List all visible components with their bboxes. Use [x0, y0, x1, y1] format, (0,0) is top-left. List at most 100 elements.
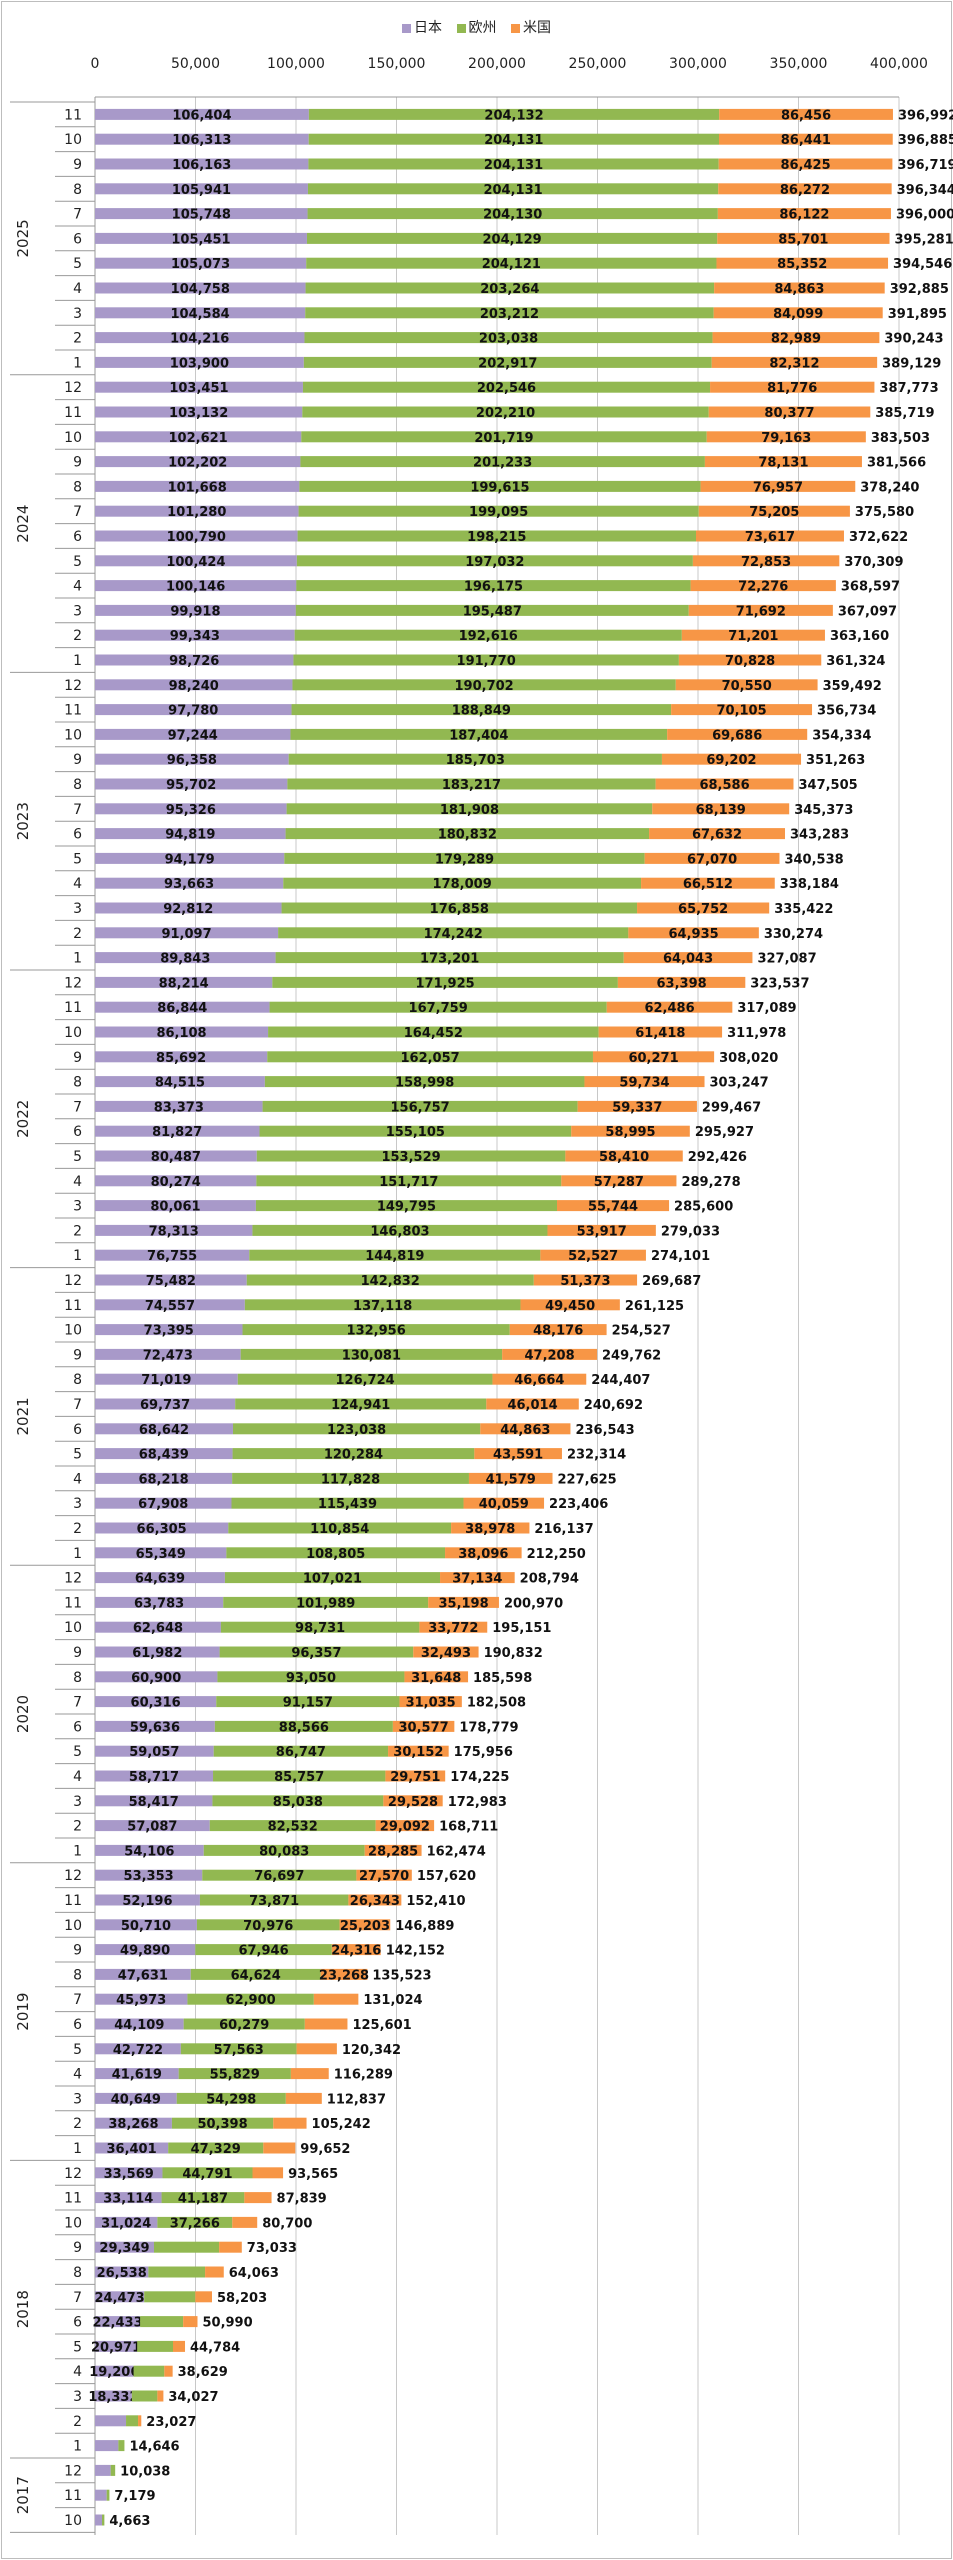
segment-label-jp: 85,692 [156, 1051, 206, 1066]
bar-segment-us [571, 1125, 690, 1137]
bar-segment-eu [232, 1472, 469, 1484]
total-label: 356,734 [817, 704, 876, 719]
segment-label-eu: 178,009 [433, 877, 492, 892]
bar-segment-us [688, 604, 833, 616]
bar-segment-jp [95, 1596, 224, 1608]
bar-segment-us [718, 158, 893, 170]
total-label: 361,324 [826, 654, 885, 669]
segment-label-us: 55,744 [588, 1200, 638, 1215]
segment-label-jp: 78,313 [149, 1224, 199, 1239]
total-label: 254,527 [612, 1324, 671, 1339]
total-label: 178,779 [459, 1720, 518, 1735]
month-label: 2 [73, 331, 82, 347]
segment-label-jp: 105,941 [172, 183, 231, 198]
month-label: 12 [64, 678, 82, 694]
segment-label-jp: 67,908 [138, 1497, 188, 1512]
bar-segment-us [606, 1001, 733, 1013]
segment-label-jp: 100,790 [167, 530, 226, 545]
segment-label-us: 38,978 [465, 1522, 515, 1537]
month-label: 7 [73, 802, 82, 818]
bar-segment-us [637, 902, 770, 914]
bar-segment-us [339, 1919, 391, 1931]
bar-segment-us [617, 976, 746, 988]
bar-segment-jp [95, 1026, 269, 1038]
month-label: 12 [64, 1571, 82, 1587]
bar-segment-eu [291, 704, 672, 716]
month-label: 8 [73, 1967, 82, 1983]
segment-label-eu: 202,917 [478, 356, 537, 371]
bar-segment-eu [278, 927, 629, 939]
total-label: 368,597 [841, 580, 900, 595]
segment-label-jp: 102,202 [168, 456, 227, 471]
month-label: 7 [73, 1099, 82, 1115]
segment-label-eu: 176,858 [430, 902, 489, 917]
segment-label-jp: 104,584 [170, 307, 229, 322]
bar-segment-us [195, 2291, 212, 2303]
total-label: 330,274 [764, 927, 823, 942]
total-label: 34,027 [168, 2390, 218, 2405]
total-label: 394,546 [893, 257, 952, 272]
segment-label-eu: 198,215 [467, 530, 526, 545]
month-label: 4 [73, 1769, 82, 1785]
bar-segment-jp [95, 1646, 220, 1658]
bar-segment-us [652, 803, 790, 815]
bar-segment-us [164, 2365, 173, 2377]
bar-segment-jp [95, 852, 285, 864]
segment-label-us: 76,957 [753, 480, 803, 495]
total-label: 175,956 [454, 1745, 513, 1760]
bar-segment-eu [308, 158, 719, 170]
total-label: 370,309 [844, 555, 903, 570]
bar-segment-jp [95, 257, 307, 269]
bar-segment-eu [296, 580, 691, 592]
segment-label-jp: 24,473 [95, 2291, 145, 2306]
total-label: 343,283 [790, 828, 849, 843]
year-label: 2019 [14, 1993, 32, 2031]
bar-segment-eu [223, 1596, 429, 1608]
month-label: 6 [73, 231, 82, 247]
bar-segment-eu [301, 431, 707, 443]
total-label: 80,700 [262, 2216, 312, 2231]
total-label: 338,184 [780, 877, 839, 892]
total-label: 244,407 [591, 1373, 650, 1388]
segment-label-eu: 162,057 [400, 1051, 459, 1066]
segment-label-jp: 45,973 [116, 1993, 166, 2008]
year-label: 2020 [14, 1695, 32, 1733]
bar-segment-eu [131, 2390, 158, 2402]
segment-label-eu: 64,624 [231, 1968, 281, 1983]
bar-segment-eu [295, 604, 689, 616]
year-label: 2023 [14, 802, 32, 840]
month-label: 4 [73, 876, 82, 892]
bar-segment-jp [95, 2340, 138, 2352]
bar-segment-eu [183, 2018, 305, 2030]
month-label: 6 [73, 529, 82, 545]
segment-label-jp: 41,619 [112, 2068, 162, 2083]
total-label: 390,243 [884, 332, 943, 347]
bar-segment-eu [300, 456, 705, 468]
total-label: 120,342 [342, 2043, 401, 2058]
total-label: 375,580 [855, 505, 914, 520]
segment-label-jp: 94,179 [165, 852, 215, 867]
bar-segment-eu [290, 728, 668, 740]
segment-label-jp: 105,073 [171, 257, 230, 272]
month-label: 4 [73, 1174, 82, 1190]
segment-label-jp: 105,451 [171, 232, 230, 247]
bar-segment-us [698, 505, 850, 517]
segment-label-jp: 98,240 [169, 679, 219, 694]
month-label: 9 [73, 1943, 82, 1959]
bar-segment-us [649, 828, 785, 840]
bar-segment-jp [95, 778, 288, 790]
bar-segment-jp [95, 1076, 265, 1088]
segment-label-jp: 58,717 [129, 1770, 179, 1785]
x-tick-label: 250,000 [569, 56, 627, 72]
segment-label-us: 72,853 [741, 555, 791, 570]
segment-label-us: 59,734 [619, 1076, 669, 1091]
bar-segment-eu [237, 1373, 493, 1385]
segment-label-jp: 71,019 [141, 1373, 191, 1388]
month-label: 4 [73, 1471, 82, 1487]
bar-segment-eu [231, 1497, 464, 1509]
bar-segment-us [577, 1100, 697, 1112]
total-label: 135,523 [372, 1968, 431, 1983]
total-label: 240,692 [584, 1398, 643, 1413]
segment-label-eu: 202,210 [476, 406, 535, 421]
month-label: 12 [64, 1868, 82, 1884]
